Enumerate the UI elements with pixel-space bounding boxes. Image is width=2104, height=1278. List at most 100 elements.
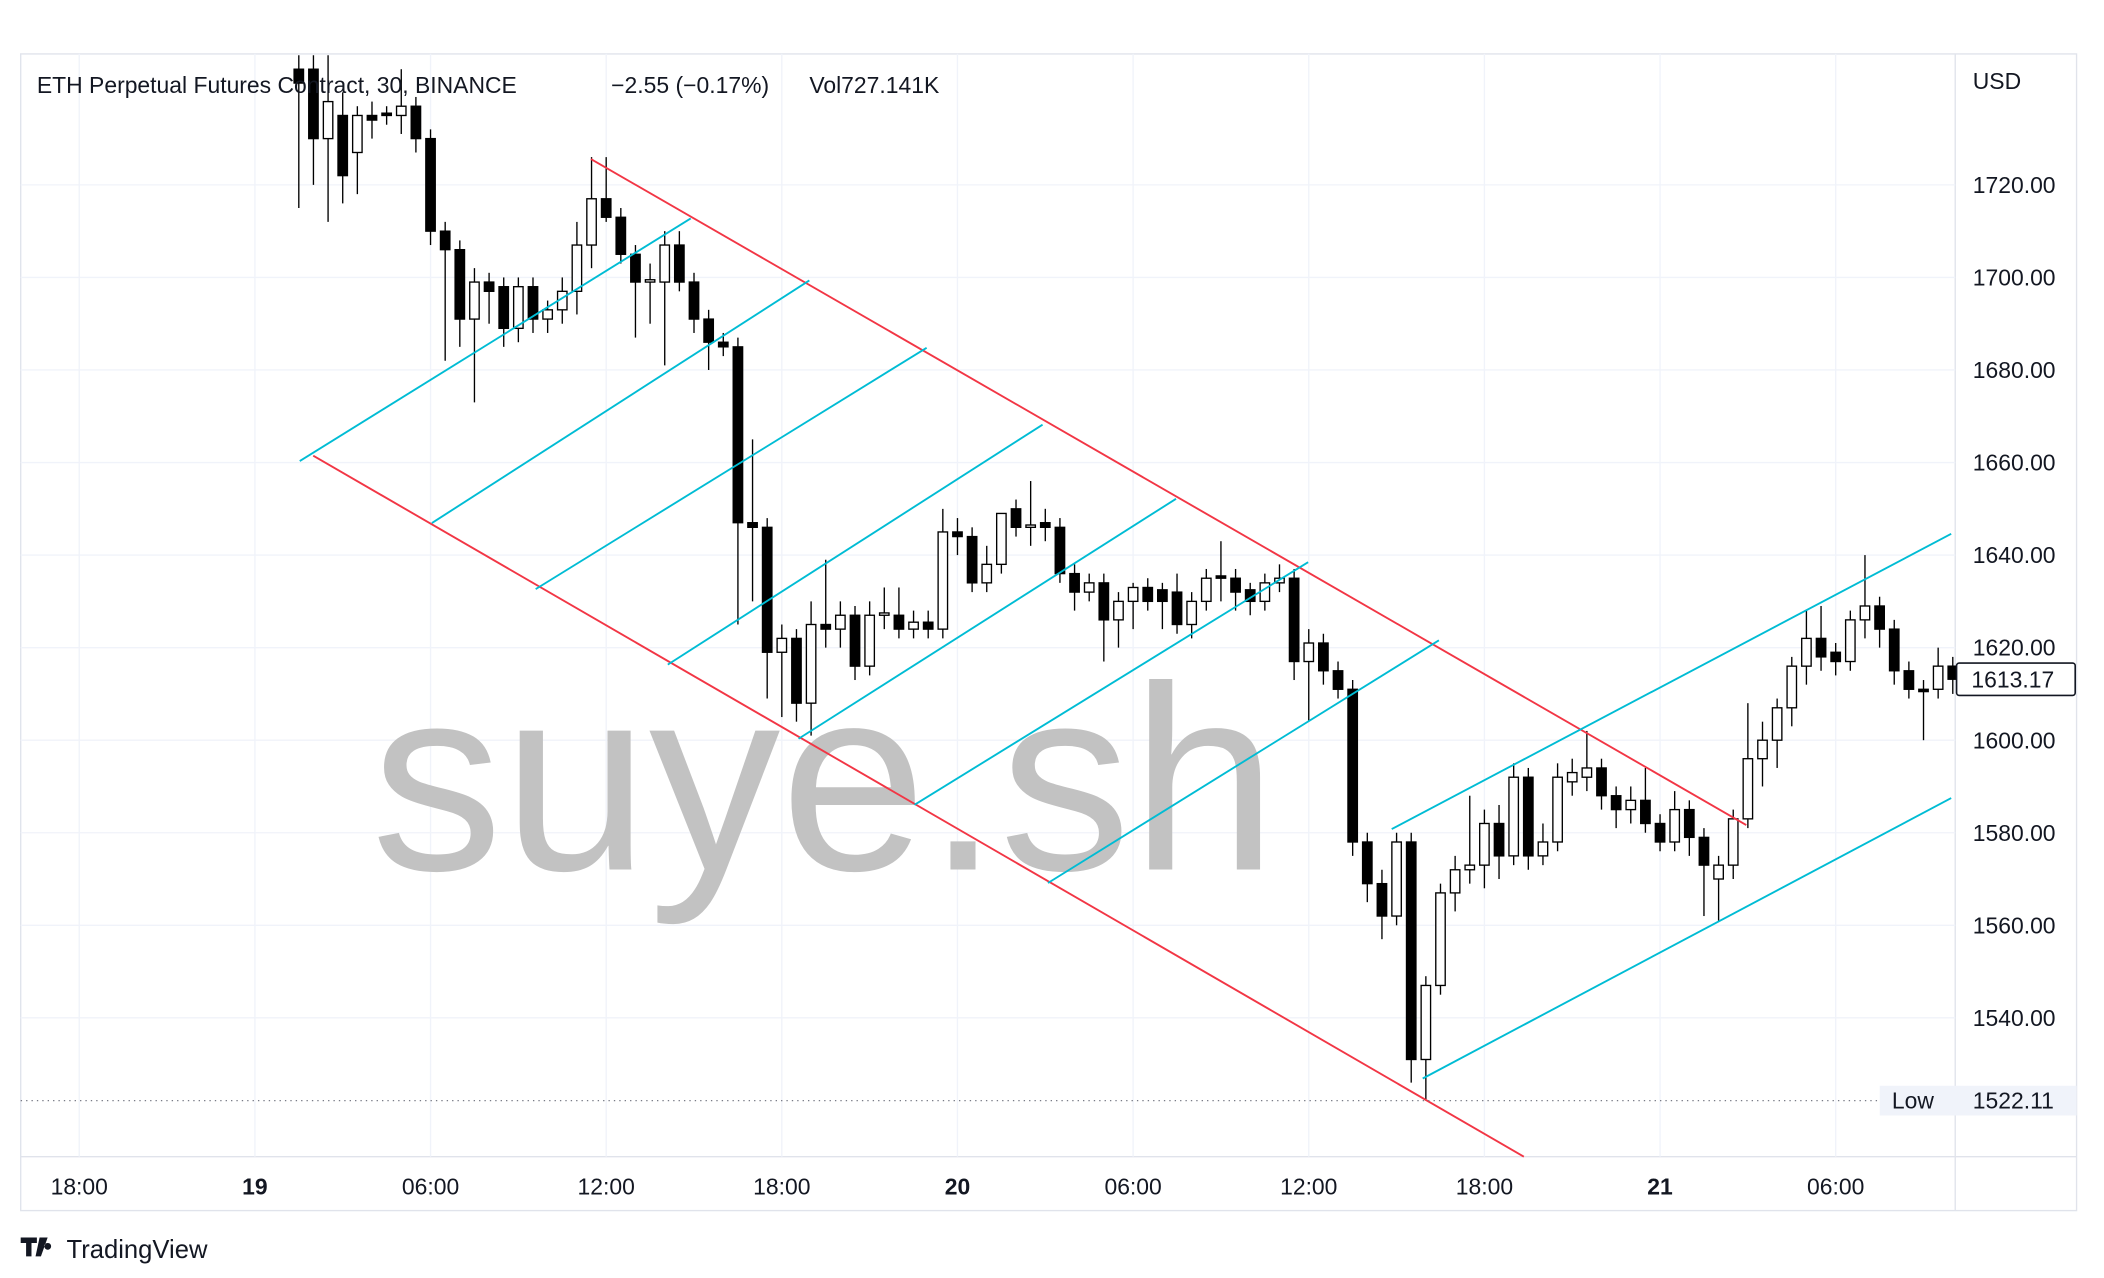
candle xyxy=(1493,804,1505,880)
candle xyxy=(1083,573,1095,602)
candle-body xyxy=(1113,600,1124,621)
candle xyxy=(761,518,773,699)
candle xyxy=(644,263,656,324)
candle xyxy=(1200,568,1212,611)
candle-body xyxy=(1903,670,1915,690)
candle xyxy=(542,300,554,333)
candle-body xyxy=(1830,651,1842,663)
trend-line xyxy=(913,561,1309,806)
candle xyxy=(527,277,539,333)
candle-body xyxy=(1054,526,1066,575)
candle-body xyxy=(732,346,744,524)
candle-body xyxy=(1025,524,1037,528)
candle-body xyxy=(981,563,993,584)
candle-body xyxy=(791,637,802,704)
candle-body xyxy=(1932,665,1944,690)
candle-body xyxy=(1874,605,1885,630)
candle xyxy=(1844,610,1856,671)
candle-body xyxy=(1918,688,1929,693)
candle xyxy=(395,69,407,134)
candle xyxy=(1039,508,1051,542)
candle-body xyxy=(454,248,466,320)
candle xyxy=(454,240,466,347)
candle-body xyxy=(1069,572,1080,593)
candle xyxy=(659,231,671,366)
candle xyxy=(1830,643,1842,676)
candle xyxy=(439,221,451,361)
candle xyxy=(586,157,597,269)
candle xyxy=(849,605,861,681)
y-tick-label: 1540.00 xyxy=(1973,1005,2056,1031)
price-change: −2.55 (−0.17%) xyxy=(611,72,769,98)
last-price: 1613.17 xyxy=(1971,666,2054,692)
x-tick-label: 06:00 xyxy=(1104,1173,1161,1199)
drawings xyxy=(299,158,1952,1158)
candle-body xyxy=(1405,841,1417,1061)
candle xyxy=(1757,721,1768,787)
y-tick-label: 1620.00 xyxy=(1973,635,2056,661)
candle-body xyxy=(1230,577,1241,593)
x-tick-label: 12:00 xyxy=(1280,1173,1337,1199)
candle-body xyxy=(1464,864,1476,871)
candle xyxy=(1449,855,1461,912)
candle-body xyxy=(308,68,319,140)
brand-logo: TradingView xyxy=(20,1236,208,1264)
candle xyxy=(1537,823,1549,866)
candle-body xyxy=(512,286,524,330)
y-tick-label: 1560.00 xyxy=(1973,912,2056,938)
candle-body xyxy=(1713,864,1724,880)
candle-body xyxy=(1888,628,1900,672)
candle xyxy=(1025,481,1037,546)
candle xyxy=(1098,573,1110,662)
currency: USD xyxy=(1973,68,2021,94)
candle xyxy=(1727,809,1739,880)
candle xyxy=(1420,976,1432,1101)
last-price-box xyxy=(1955,662,2077,697)
candle-body xyxy=(1391,841,1402,917)
candle-body xyxy=(995,512,1007,566)
low-badge xyxy=(1879,1085,2077,1116)
candle xyxy=(1156,582,1168,630)
candle-body xyxy=(747,522,758,528)
candle-body xyxy=(615,216,627,255)
candle xyxy=(1318,633,1329,685)
candle xyxy=(922,610,934,639)
candle xyxy=(1932,647,1944,699)
candle-body xyxy=(717,341,729,348)
candle-body xyxy=(1610,795,1622,811)
candle xyxy=(1771,698,1783,768)
y-tick-label: 1600.00 xyxy=(1973,727,2056,753)
candle-body xyxy=(1537,841,1549,857)
candle xyxy=(1859,555,1871,639)
candle-body xyxy=(761,526,773,653)
candle xyxy=(410,96,422,153)
candle xyxy=(1874,596,1885,648)
candle-body xyxy=(805,623,817,704)
candle-body xyxy=(703,318,715,343)
candle xyxy=(893,587,905,639)
candle-body xyxy=(659,244,671,283)
candle xyxy=(1288,568,1300,681)
candle xyxy=(1391,832,1402,926)
candle-body xyxy=(644,279,656,283)
candle-body xyxy=(1479,822,1490,866)
candle-body xyxy=(542,309,554,320)
candle-body xyxy=(1347,688,1359,843)
candle-body xyxy=(1698,836,1710,866)
y-tick-label: 1720.00 xyxy=(1973,172,2056,198)
candle xyxy=(1654,814,1666,852)
candle xyxy=(1376,869,1388,940)
volume: Vol727.141K xyxy=(809,72,940,98)
candle xyxy=(1815,605,1827,671)
candle-body xyxy=(395,105,407,117)
candle-body xyxy=(1625,799,1637,811)
candle-body xyxy=(952,531,963,538)
trend-line xyxy=(431,279,810,524)
candle xyxy=(952,518,963,556)
candle xyxy=(1640,767,1651,833)
candle xyxy=(1625,786,1637,824)
candle xyxy=(512,277,524,343)
candle xyxy=(630,245,641,338)
candle-body xyxy=(1186,600,1198,626)
candle xyxy=(1127,582,1139,630)
